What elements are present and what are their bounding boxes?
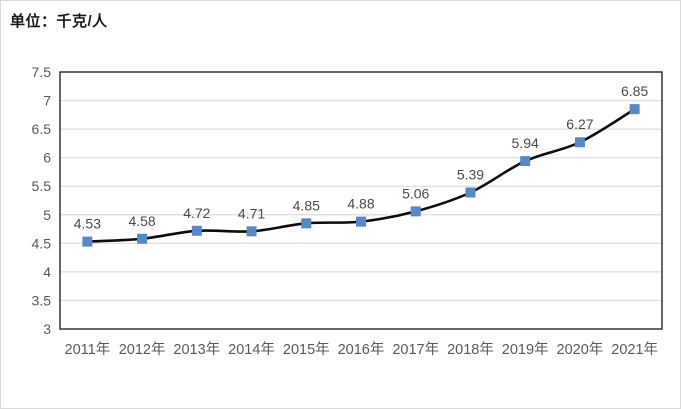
x-tick-label: 2012年 [119,341,166,358]
y-tick-label: 3.5 [32,292,52,308]
y-tick-label: 4.5 [32,235,52,251]
unit-label: 单位：千克/人 [10,13,108,30]
data-label: 6.85 [621,83,648,99]
data-label: 4.71 [238,205,265,221]
data-point-marker [246,226,257,237]
data-label: 4.88 [347,196,374,212]
x-tick-label: 2018年 [447,341,494,358]
data-point-marker [191,225,202,236]
data-point-marker [356,216,366,227]
y-tick-label: 6.5 [32,121,52,137]
data-point-marker [574,137,585,148]
y-tick-label: 7 [43,93,51,109]
x-tick-label: 2011年 [65,341,111,358]
y-tick-label: 7.5 [32,64,52,80]
data-point-marker [520,156,531,167]
data-point-marker [137,233,148,244]
data-point-marker [301,218,312,229]
data-point-marker [82,236,93,247]
plot-border [59,71,663,330]
data-point-marker [410,206,421,217]
y-tick-label: 5 [43,207,51,223]
x-tick-label: 2015年 [283,341,330,358]
x-tick-label: 2016年 [338,341,385,358]
data-label: 6.27 [566,116,593,132]
data-label: 4.72 [183,205,210,221]
data-label: 4.58 [128,213,155,229]
data-point-marker [629,104,640,115]
x-tick-label: 2019年 [502,341,549,358]
y-tick-label: 6 [43,150,51,166]
y-tick-label: 4 [43,264,51,280]
data-label: 5.39 [457,167,484,183]
x-tick-label: 2017年 [392,341,439,358]
x-tick-label: 2014年 [228,341,275,358]
data-label: 4.85 [293,197,320,213]
x-tick-label: 2020年 [557,341,604,358]
x-tick-label: 2013年 [173,341,220,358]
y-tick-label: 5.5 [32,178,52,194]
data-label: 5.94 [512,135,539,151]
data-label: 4.53 [74,216,101,232]
data-point-marker [465,187,476,198]
y-tick-label: 3 [43,321,51,337]
x-tick-label: 2021年 [611,341,658,358]
data-label: 5.06 [402,185,429,201]
